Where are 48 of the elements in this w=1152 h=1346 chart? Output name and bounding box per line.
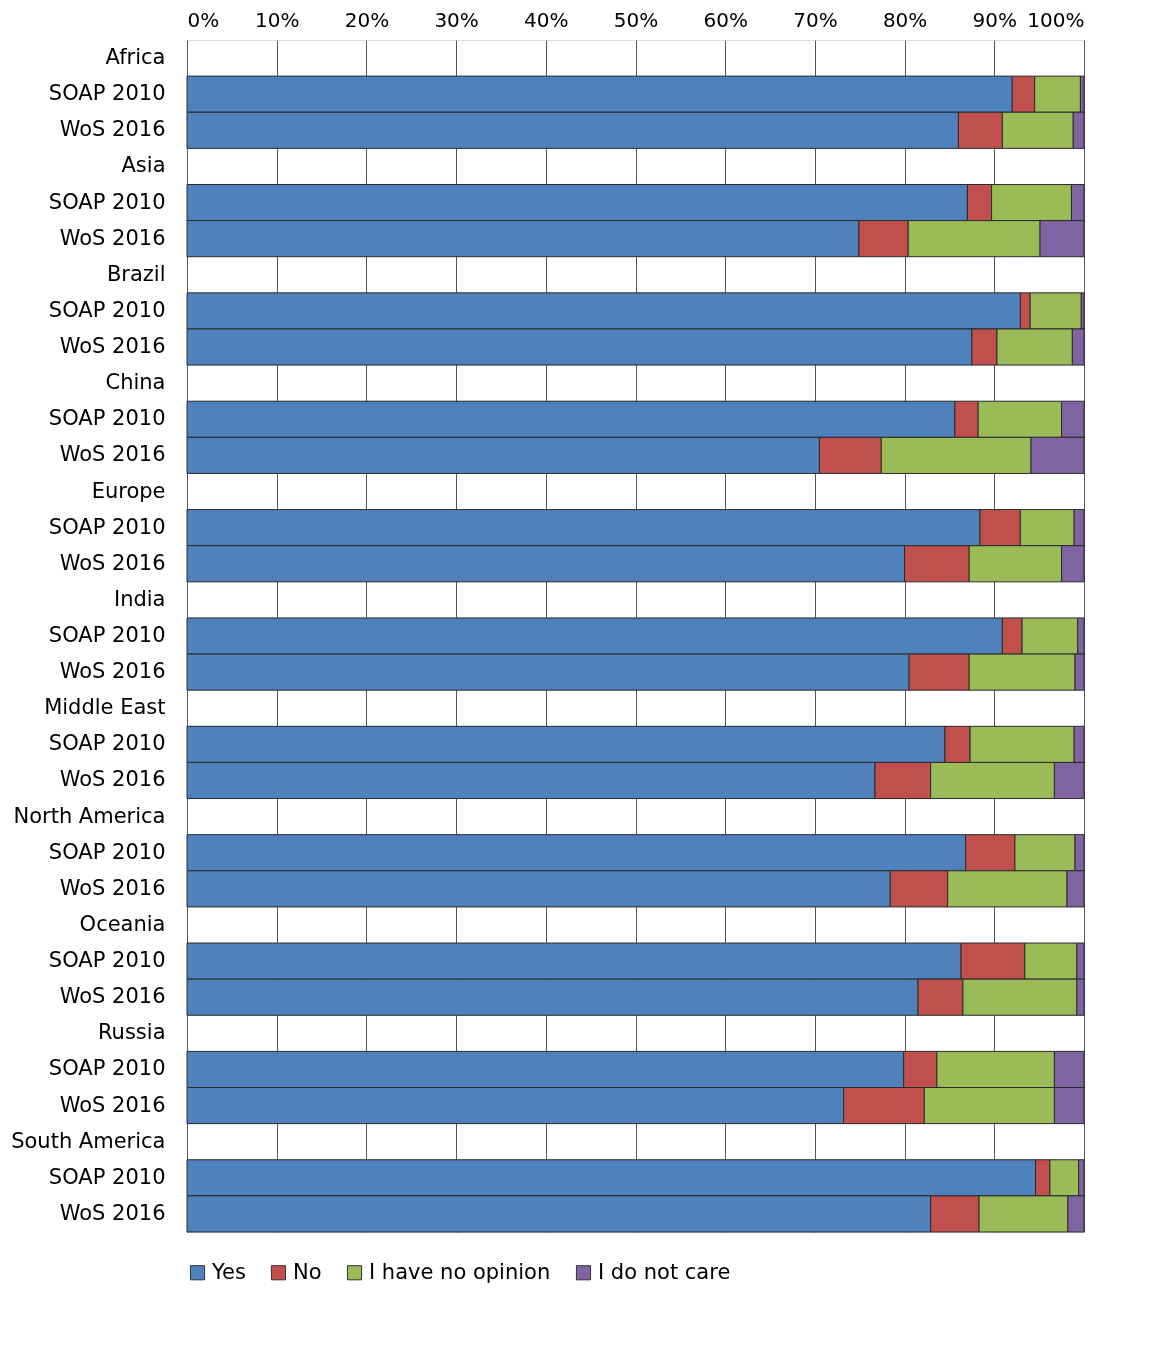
y-tick-label: SOAP 2010 — [48, 81, 166, 106]
x-tick-label: 50% — [613, 7, 659, 32]
x-tick-label: 80% — [882, 7, 928, 32]
y-tick-label: SOAP 2010 — [48, 1056, 166, 1081]
legend-label: Yes — [211, 1259, 246, 1284]
y-tick-label: SOAP 2010 — [48, 839, 166, 864]
y-tick-label: China — [105, 370, 166, 395]
x-tick-label: 90% — [972, 7, 1018, 32]
y-tick-label: India — [113, 586, 166, 611]
y-tick-label: WoS 2016 — [59, 875, 166, 900]
y-tick-label: Europe — [91, 478, 166, 503]
y-tick-label: SOAP 2010 — [48, 731, 166, 756]
y-tick-label: WoS 2016 — [59, 225, 166, 250]
x-tick-label: 0% — [187, 7, 220, 32]
y-tick-label: Africa — [105, 45, 166, 70]
y-tick-label: South America — [11, 1128, 166, 1153]
x-tick-label: 20% — [344, 7, 390, 32]
x-tick-label: 70% — [793, 7, 838, 32]
x-tick-label: 40% — [524, 7, 569, 32]
y-tick-label: Brazil — [106, 261, 166, 286]
x-tick-label: 60% — [703, 7, 748, 32]
y-tick-label: Russia — [97, 1020, 166, 1045]
legend-label: No — [293, 1259, 322, 1284]
x-tick-label: 30% — [434, 7, 479, 32]
legend-label: I do not care — [598, 1259, 731, 1284]
y-tick-label: WoS 2016 — [59, 117, 166, 142]
y-tick-label: Middle East — [44, 695, 166, 720]
y-tick-label: Oceania — [79, 911, 166, 936]
y-tick-label: WoS 2016 — [59, 1092, 166, 1117]
y-tick-label: SOAP 2010 — [48, 297, 166, 322]
y-tick-label: SOAP 2010 — [48, 406, 166, 431]
y-tick-label: SOAP 2010 — [48, 1164, 166, 1189]
legend-label: I have no opinion — [369, 1259, 551, 1284]
y-tick-label: WoS 2016 — [59, 550, 166, 575]
y-tick-label: WoS 2016 — [59, 659, 166, 684]
y-tick-label: WoS 2016 — [59, 767, 166, 792]
y-tick-label: SOAP 2010 — [48, 948, 166, 973]
x-tick-label: 100% — [1027, 7, 1085, 32]
y-tick-label: WoS 2016 — [59, 1200, 166, 1225]
y-tick-label: Asia — [121, 153, 166, 178]
y-tick-label: WoS 2016 — [59, 334, 166, 359]
y-tick-label: WoS 2016 — [59, 984, 166, 1009]
x-tick-label: 10% — [254, 7, 300, 32]
y-tick-label: WoS 2016 — [59, 442, 166, 467]
y-tick-label: SOAP 2010 — [48, 623, 166, 647]
y-tick-label: SOAP 2010 — [48, 514, 166, 539]
y-tick-label: SOAP 2010 — [48, 189, 166, 214]
y-tick-label: North America — [13, 803, 166, 828]
